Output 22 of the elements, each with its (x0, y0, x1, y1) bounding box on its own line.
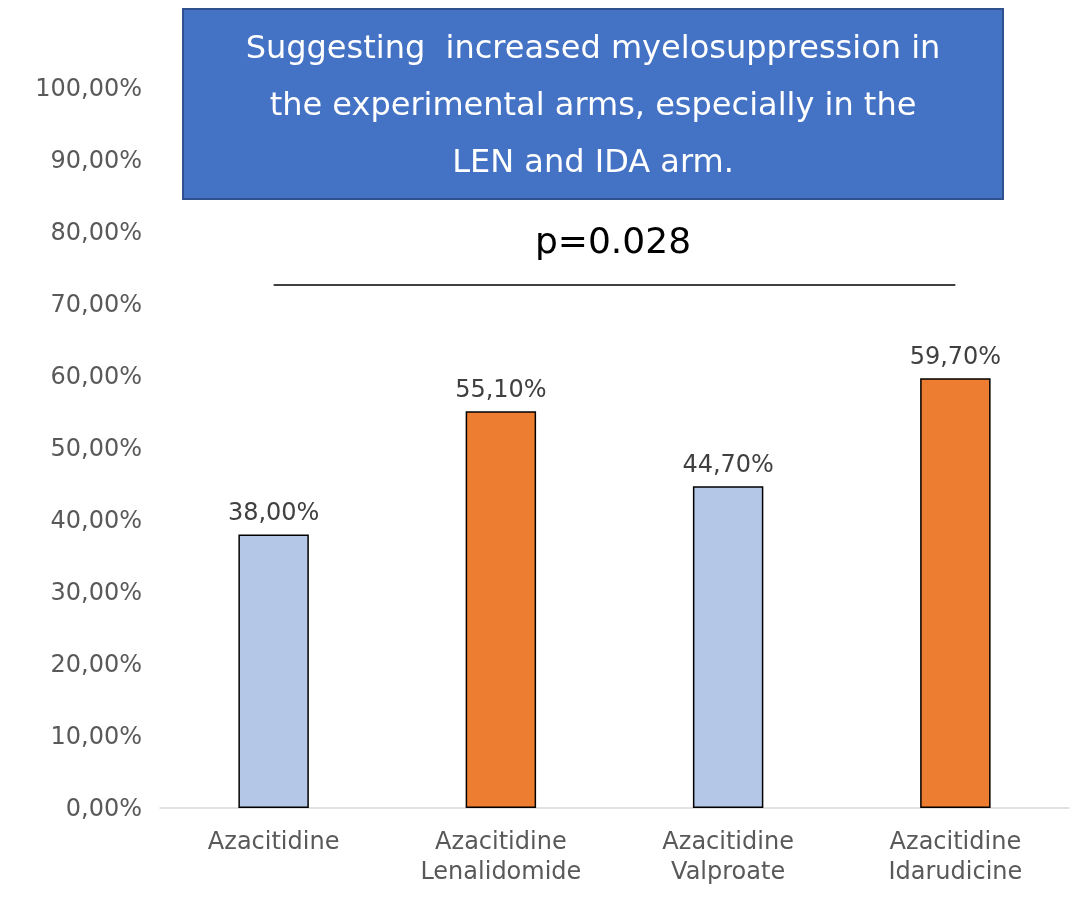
annotation: Suggesting increased myelosuppression in the experimental arms, especially in the LEN and IDA arm. (244, 26, 942, 182)
x-tick-label: Azacitidine Idarudicine (888, 827, 1023, 885)
data-label: 44,70% (682, 450, 774, 479)
y-tick-label: 100,00% (35, 74, 142, 102)
y-tick-label: 20,00% (50, 650, 142, 678)
y-tick-label: 60,00% (50, 362, 142, 390)
y-tick-label: 70,00% (50, 290, 142, 318)
data-label: 59,70% (909, 342, 1002, 371)
data-label: 55,10% (455, 375, 547, 404)
y-tick-label: 0,00% (65, 794, 142, 822)
y-tick-label: 30,00% (50, 578, 142, 606)
y-tick-label: 90,00% (50, 146, 142, 174)
data-label: 38,00% (227, 498, 320, 527)
x-tick-label: Azacitidine Lenalidomide (420, 827, 582, 885)
y-tick-label: 50,00% (50, 434, 142, 462)
annotation: p=0.028 (533, 220, 693, 261)
x-tick-label: Azacitidine Valproate (662, 827, 794, 885)
y-tick-label: 40,00% (50, 506, 142, 534)
x-tick-label: Azacitidine (207, 827, 340, 855)
callout-box: Suggesting increased myelosuppression in the experimental arms, especially in the LEN and IDA arm. (182, 8, 1004, 200)
y-tick-label: 80,00% (50, 218, 142, 246)
y-tick-label: 10,00% (50, 722, 142, 750)
